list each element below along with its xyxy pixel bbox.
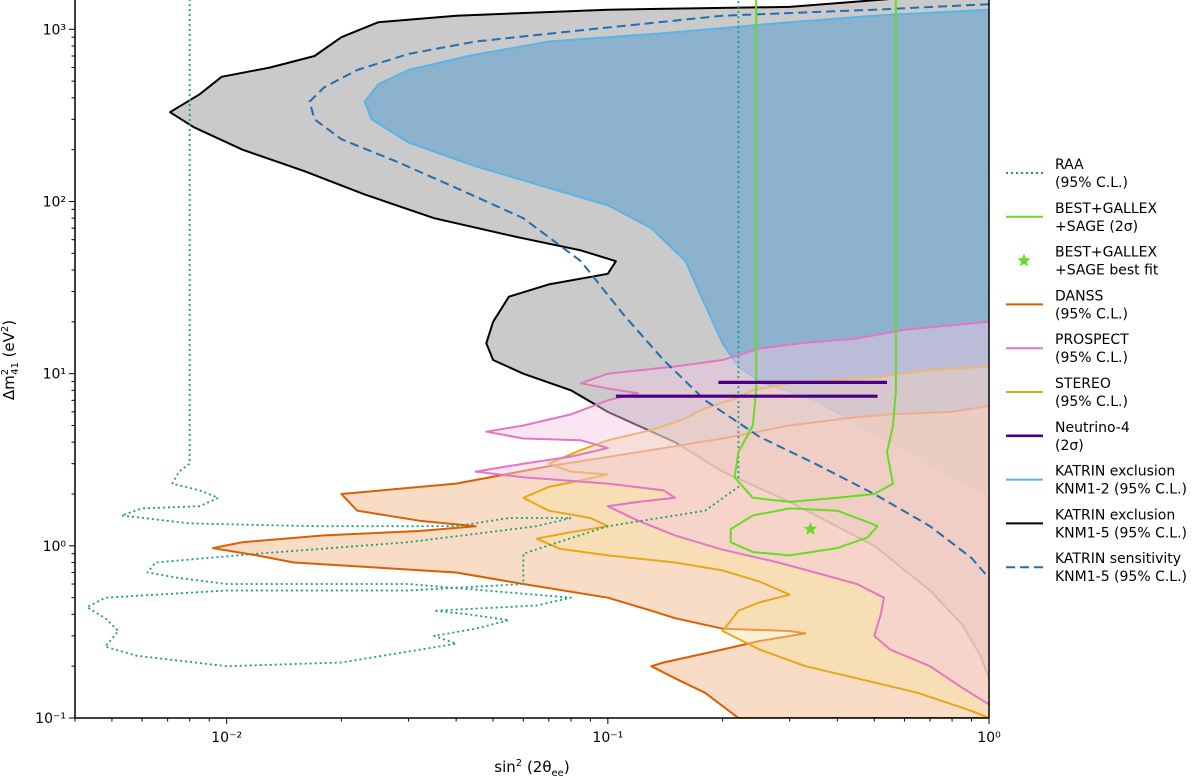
legend-label-katrin-exclusion-knm1-2-95-c-l: KNM1-2 (95% C.L.)	[1055, 482, 1187, 498]
legend-label-danss-95-c-l: (95% C.L.)	[1055, 306, 1128, 322]
legend-label-raa-95-c-l: (95% C.L.)	[1055, 175, 1128, 191]
prospect-95-c-l-fill	[475, 321, 989, 705]
legend-label-best-gallex-sage-2: BEST+GALLEX	[1055, 201, 1157, 217]
y-axis-label: Δm241 (eV2)	[0, 320, 21, 400]
legend-label-neutrino-4-2: (2σ)	[1055, 438, 1084, 454]
legend-label-best-gallex-sage-2: +SAGE (2σ)	[1055, 219, 1138, 235]
danss-95-c-l-fill	[212, 405, 989, 718]
plot-frame	[74, 0, 990, 719]
legend-label-neutrino-4-2: Neutrino-4	[1055, 420, 1130, 436]
legend-label-stereo-95-c-l: (95% C.L.)	[1055, 394, 1128, 410]
best-gallex-sage-2-line	[733, 0, 897, 503]
y-tick-label: 10²	[43, 194, 66, 210]
prospect-95-c-l-line	[474, 320, 989, 706]
y-tick-label: 10⁰	[43, 539, 67, 555]
legend-label-katrin-exclusion-knm1-5-95-c-l: KATRIN exclusion	[1055, 507, 1175, 523]
legend-label-prospect-95-c-l: (95% C.L.)	[1055, 350, 1128, 366]
legend-swatch-best-gallex-sage-best-fit	[1017, 253, 1031, 267]
legend-label-best-gallex-sage-best-fit: +SAGE best fit	[1055, 263, 1159, 279]
legend-label-katrin-exclusion-knm1-5-95-c-l: KNM1-5 (95% C.L.)	[1055, 525, 1187, 541]
x-axis-label: sin2 (2θee)	[494, 758, 569, 779]
legend-label-stereo-95-c-l: STEREO	[1055, 376, 1111, 392]
best-fit-star-marker	[803, 522, 818, 535]
y-tick-label: 10³	[43, 22, 66, 38]
legend-label-katrin-exclusion-knm1-2-95-c-l: KATRIN exclusion	[1055, 464, 1175, 480]
legend-label-raa-95-c-l: RAA	[1055, 157, 1084, 173]
legend-label-katrin-sensitivity-knm1-5-95-c-l: KATRIN sensitivity	[1055, 551, 1181, 567]
x-tick-label: 10⁻²	[211, 730, 242, 746]
axes-layer: 10⁻² 10⁻¹ 10⁰ 10⁻¹ 10⁰ 10¹ 10² 10³	[35, 22, 1001, 746]
x-tick-label: 10⁻¹	[592, 730, 623, 746]
y-tick-label: 10¹	[43, 367, 66, 383]
legend-label-best-gallex-sage-best-fit: BEST+GALLEX	[1055, 245, 1157, 261]
katrin-exclusion-knm1-2-95-c-l-line	[363, 8, 989, 495]
stereo-95-c-l-fill	[523, 366, 989, 718]
y-tick-label: 10⁻¹	[35, 711, 66, 727]
danss-95-c-l-line	[211, 404, 989, 718]
katrin-sensitivity-knm1-5-95-c-l-line	[308, 3, 989, 579]
best-gallex-sage-2-island-line	[729, 507, 879, 557]
x-tick-label: 10⁰	[977, 730, 1001, 746]
stereo-95-c-l-line	[522, 365, 989, 718]
legend-label-danss-95-c-l: DANSS	[1055, 288, 1103, 304]
legend-label-prospect-95-c-l: PROSPECT	[1055, 332, 1129, 348]
legend: RAA (95% C.L.) BEST+GALLEX +SAGE (2σ) BEST+G…	[1006, 157, 1187, 585]
legend-label-katrin-sensitivity-knm1-5-95-c-l: KNM1-5 (95% C.L.)	[1055, 569, 1187, 585]
data-series-layer	[86, 0, 989, 718]
